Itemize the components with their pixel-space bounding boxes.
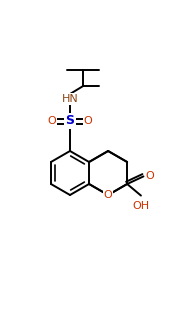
Text: O: O (48, 116, 56, 126)
Text: O: O (145, 171, 154, 181)
Text: HN: HN (62, 94, 78, 104)
Text: O: O (84, 116, 92, 126)
Text: O: O (104, 190, 113, 200)
Text: OH: OH (132, 201, 150, 211)
Text: S: S (66, 114, 74, 127)
